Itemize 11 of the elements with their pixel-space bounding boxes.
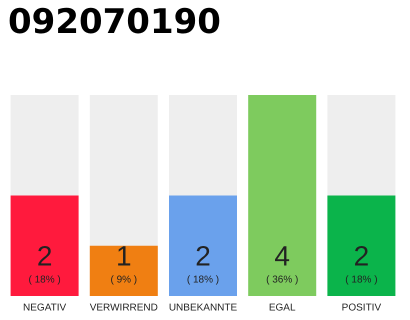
x-tick-label: EGAL — [268, 302, 296, 314]
data-label: 4 ( 36% ) — [266, 240, 298, 286]
x-tick-label: NEGATIV — [23, 302, 67, 314]
x-tick-label: UNBEKANNTE — [168, 302, 238, 314]
x-tick-label: POSITIV — [342, 302, 382, 314]
data-label: 2 ( 18% ) — [28, 240, 61, 286]
chart-title: 092070190 — [8, 2, 221, 42]
data-label: 2 ( 18% ) — [345, 240, 378, 286]
x-tick-label: VERWIRREND — [90, 302, 158, 314]
data-label: 2 ( 18% ) — [186, 240, 220, 286]
data-label: 1 ( 9% ) — [110, 240, 138, 286]
